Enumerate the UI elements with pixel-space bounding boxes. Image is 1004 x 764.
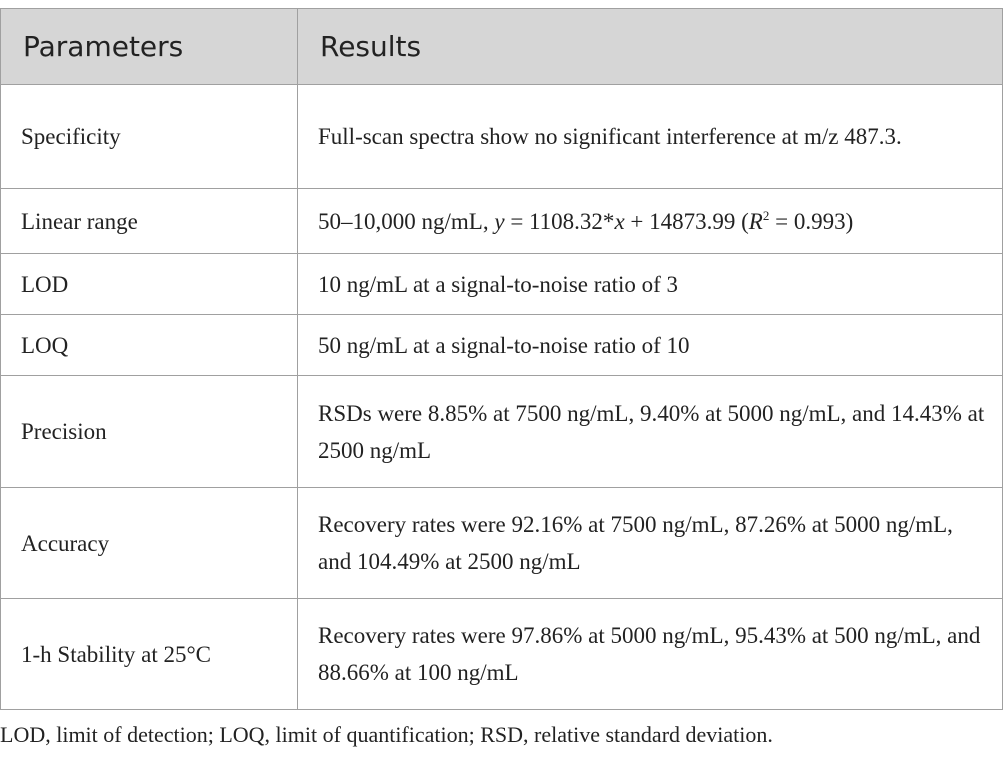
table-row: Specificity Full-scan spectra show no sig… — [0, 84, 1003, 189]
table-row: Linear range 50–10,000 ng/mL, y = 1108.32… — [0, 188, 1003, 254]
table-body: Specificity Full-scan spectra show no sig… — [0, 84, 1003, 710]
text-run: 50–10,000 ng/mL, — [318, 208, 495, 234]
parameter-cell: LOQ — [0, 314, 298, 376]
table-row: Accuracy Recovery rates were 92.16% at 75… — [0, 487, 1003, 599]
result-cell: Recovery rates were 92.16% at 7500 ng/mL… — [297, 487, 1003, 599]
header-cell: Parameters — [0, 8, 298, 85]
parameter-cell: LOD — [0, 253, 298, 315]
header-row: Parameters Results — [0, 8, 1003, 85]
text-run: = 1108.32* — [504, 208, 615, 234]
footnote: LOD, limit of detection; LOQ, limit of q… — [0, 722, 773, 747]
result-cell: 10 ng/mL at a signal-to-noise ratio of 3 — [297, 253, 1003, 315]
result-cell: RSDs were 8.85% at 7500 ng/mL, 9.40% at … — [297, 375, 1003, 488]
results-table: Parameters Results Specificity Full-scan … — [0, 8, 1003, 710]
parameter-cell: Specificity — [0, 84, 298, 189]
table-row: Precision RSDs were 8.85% at 7500 ng/mL, … — [0, 375, 1003, 488]
result-cell: 50 ng/mL at a signal-to-noise ratio of 1… — [297, 314, 1003, 376]
table-row: LOQ 50 ng/mL at a signal-to-noise ratio o… — [0, 314, 1003, 376]
header-cell: Results — [297, 8, 1003, 85]
text-run: y — [494, 208, 505, 234]
parameter-cell: Linear range — [0, 188, 298, 254]
text-run: R — [748, 208, 763, 234]
table-row: LOD 10 ng/mL at a signal-to-noise ratio o… — [0, 253, 1003, 315]
parameter-cell: Accuracy — [0, 487, 298, 599]
parameter-cell: Precision — [0, 375, 298, 488]
result-cell: Full-scan spectra show no significant in… — [297, 84, 1003, 189]
result-cell: 50–10,000 ng/mL, y = 1108.32*x + 14873.9… — [297, 188, 1003, 254]
result-cell: Recovery rates were 97.86% at 5000 ng/mL… — [297, 598, 1003, 710]
text-run: x — [614, 208, 625, 234]
text-run: + 14873.99 ( — [624, 208, 749, 234]
parameter-cell: 1-h Stability at 25°C — [0, 598, 298, 710]
text-run: = 0.993) — [769, 208, 854, 234]
table-row: 1-h Stability at 25°C Recovery rates were… — [0, 598, 1003, 710]
superscript: 2 — [762, 207, 770, 223]
